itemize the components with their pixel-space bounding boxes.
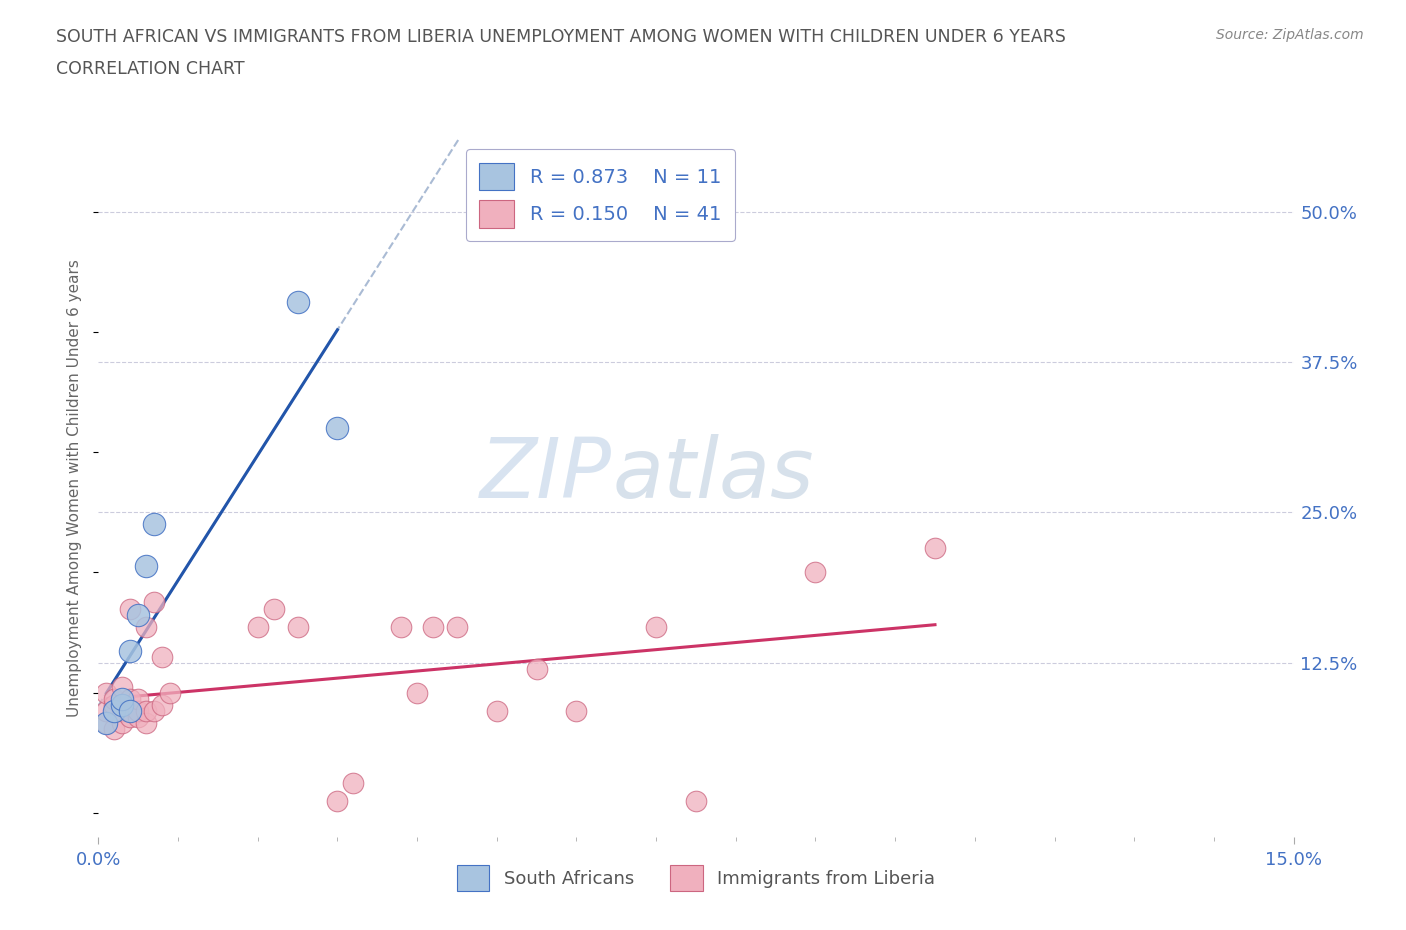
Point <box>120 703 142 718</box>
Point <box>150 649 173 664</box>
Point <box>120 644 142 658</box>
Point <box>120 601 142 616</box>
Point <box>127 691 149 706</box>
Point <box>287 619 309 634</box>
Point <box>263 601 285 616</box>
Point <box>326 420 349 435</box>
Point <box>485 703 508 718</box>
Point <box>96 703 118 718</box>
Point <box>103 691 125 706</box>
Point <box>135 715 157 730</box>
Point <box>120 703 142 718</box>
Point <box>120 691 142 706</box>
Point <box>96 715 118 730</box>
Point <box>127 703 149 718</box>
Point <box>111 679 134 694</box>
Point <box>685 793 707 808</box>
Point <box>565 703 588 718</box>
Point <box>422 619 444 634</box>
Point <box>103 722 125 737</box>
Point <box>135 619 157 634</box>
Point <box>111 691 134 706</box>
Point <box>120 710 142 724</box>
Point <box>103 698 125 712</box>
Text: ZIP: ZIP <box>481 433 613 515</box>
Point <box>143 517 166 532</box>
Point <box>103 703 125 718</box>
Point <box>287 295 309 310</box>
Point <box>326 793 349 808</box>
Point <box>246 619 269 634</box>
Point <box>645 619 668 634</box>
Point <box>96 685 118 700</box>
Point <box>127 710 149 724</box>
Text: Source: ZipAtlas.com: Source: ZipAtlas.com <box>1216 28 1364 42</box>
Point <box>804 565 827 580</box>
Text: atlas: atlas <box>613 433 814 515</box>
Point <box>135 559 157 574</box>
Point <box>127 607 149 622</box>
Point <box>389 619 412 634</box>
Point <box>111 698 134 712</box>
Legend: South Africans, Immigrants from Liberia: South Africans, Immigrants from Liberia <box>450 857 942 897</box>
Point <box>111 703 134 718</box>
Point <box>143 595 166 610</box>
Point <box>96 715 118 730</box>
Point <box>924 541 946 556</box>
Point <box>111 715 134 730</box>
Text: SOUTH AFRICAN VS IMMIGRANTS FROM LIBERIA UNEMPLOYMENT AMONG WOMEN WITH CHILDREN : SOUTH AFRICAN VS IMMIGRANTS FROM LIBERIA… <box>56 28 1066 46</box>
Point <box>342 776 364 790</box>
Y-axis label: Unemployment Among Women with Children Under 6 years: Unemployment Among Women with Children U… <box>67 259 83 717</box>
Point <box>159 685 181 700</box>
Point <box>446 619 468 634</box>
Point <box>143 703 166 718</box>
Point <box>135 703 157 718</box>
Text: CORRELATION CHART: CORRELATION CHART <box>56 60 245 78</box>
Point <box>406 685 429 700</box>
Point <box>150 698 173 712</box>
Point <box>526 661 548 676</box>
Point <box>103 703 125 718</box>
